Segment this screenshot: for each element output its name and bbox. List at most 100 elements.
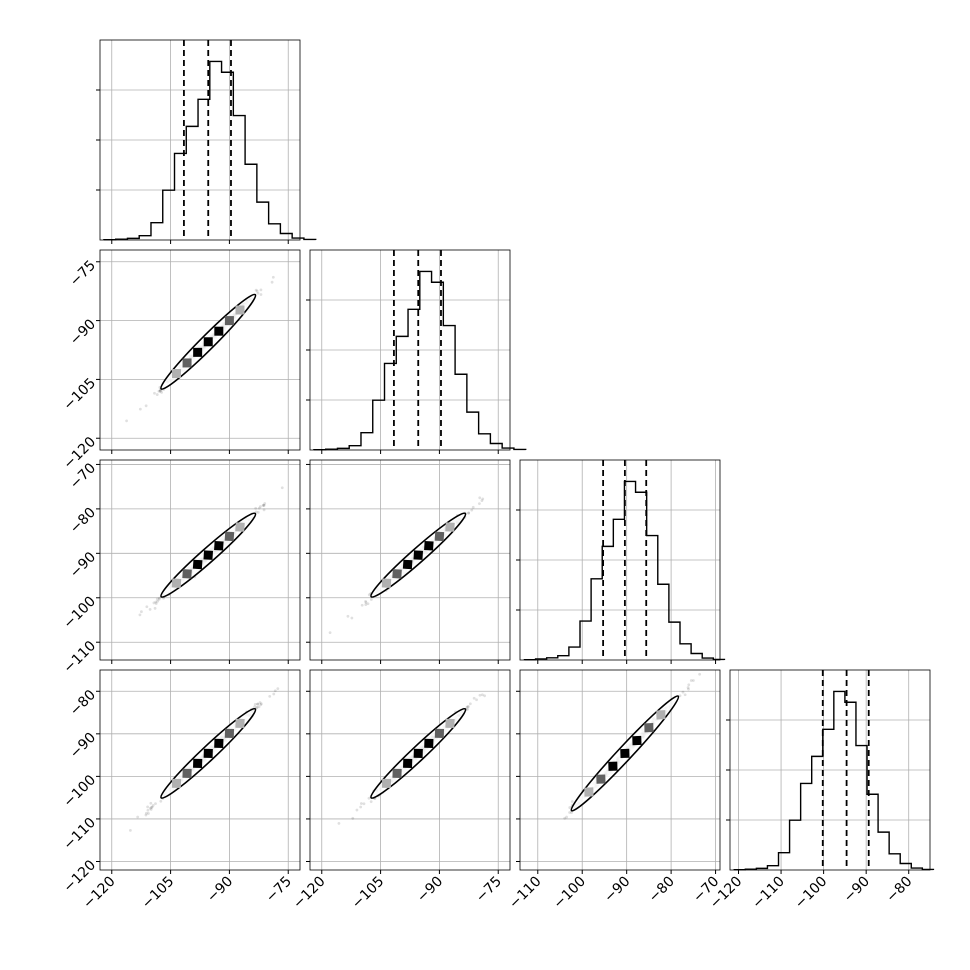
sample-point (481, 497, 485, 501)
sample-point (259, 702, 263, 706)
sample-point (270, 280, 274, 284)
density-cell (171, 778, 182, 789)
sample-point (687, 687, 690, 691)
grid-lines (310, 460, 510, 660)
histogram-2 (313, 270, 527, 451)
sample-point (276, 687, 280, 691)
sample-point (687, 683, 691, 687)
sample-point (148, 806, 152, 810)
sample-point (359, 802, 363, 805)
sample-point (125, 419, 129, 423)
y-tick-label: −110 (61, 815, 100, 854)
density-cell (424, 738, 434, 749)
sample-point (154, 600, 158, 604)
sample-point (140, 610, 143, 614)
sample-point (157, 596, 161, 600)
density-cell (182, 768, 192, 779)
density-cell (402, 559, 413, 570)
sample-point (138, 407, 142, 411)
sample-point (273, 689, 277, 693)
sample-point (366, 602, 370, 606)
density-cell (193, 758, 203, 769)
panel-frame (99, 459, 301, 661)
sample-point (570, 811, 573, 815)
y-tick-label: −100 (61, 772, 100, 811)
sample-point (158, 389, 162, 393)
sample-point (683, 693, 687, 697)
sample-point (257, 506, 261, 510)
density-cell (214, 738, 224, 749)
sample-point (466, 707, 470, 711)
sample-point (255, 289, 259, 293)
sample-point (280, 486, 284, 490)
sample-point (369, 598, 373, 601)
sample-point (475, 698, 478, 702)
sample-point (255, 705, 259, 709)
x-tick-label: −105 (349, 874, 388, 913)
sample-point (259, 703, 263, 707)
sample-point (263, 502, 267, 505)
density-cell (203, 337, 213, 347)
sample-point (689, 679, 693, 682)
sample-point (148, 608, 152, 611)
sample-point (359, 805, 363, 809)
sample-point (259, 288, 263, 292)
sample-point (369, 800, 373, 804)
sample-point (355, 808, 359, 812)
sample-point (480, 499, 484, 502)
sample-point (256, 510, 260, 514)
sample-point (147, 812, 150, 815)
sample-point (257, 705, 261, 709)
sample-point (483, 694, 486, 698)
grid-lines (520, 670, 720, 870)
sample-point (563, 816, 567, 820)
density-cell (214, 540, 224, 551)
x-tick-label: −100 (551, 874, 590, 913)
x-tick-label: −110 (506, 874, 545, 913)
sample-point (465, 705, 469, 709)
grid-lines (730, 670, 930, 870)
sample-point (253, 702, 257, 706)
sample-point (157, 597, 161, 601)
sample-point (272, 692, 276, 696)
panel-frame (309, 459, 511, 661)
density-cell (203, 550, 214, 560)
density-cell (171, 578, 182, 588)
x-tick-label: −105 (139, 874, 178, 913)
sample-point (466, 705, 469, 709)
histogram-1 (103, 60, 317, 241)
density-cell (434, 728, 445, 739)
sample-point (153, 606, 157, 610)
x-tick-label: −110 (749, 874, 788, 913)
sample-point (467, 511, 471, 515)
sample-point (151, 803, 155, 807)
sample-point (144, 811, 148, 815)
x-tick-label: −90 (841, 874, 873, 906)
density-cell (445, 522, 455, 532)
grid-lines (100, 250, 300, 450)
sample-point (467, 705, 470, 708)
sample-point (146, 808, 150, 812)
sample-point (136, 815, 140, 819)
sample-point (467, 511, 470, 515)
sample-point (470, 508, 474, 512)
sample-point (477, 502, 481, 506)
sample-point (129, 828, 132, 832)
grid-lines (100, 670, 300, 870)
sample-point (255, 706, 258, 710)
y-tick-label: −90 (67, 549, 99, 581)
sample-point (362, 802, 366, 806)
density-cell (381, 578, 392, 588)
density-cell (656, 710, 666, 720)
sample-point (262, 503, 266, 507)
density-cell (424, 540, 434, 551)
panel-frame (99, 249, 301, 451)
density-cell (608, 761, 618, 771)
density-cell (235, 522, 245, 532)
sample-point (144, 813, 148, 817)
sample-point (262, 504, 266, 507)
density-cell (235, 718, 245, 729)
density-cell (381, 778, 392, 789)
sample-point (156, 599, 160, 603)
sample-point (565, 815, 568, 819)
